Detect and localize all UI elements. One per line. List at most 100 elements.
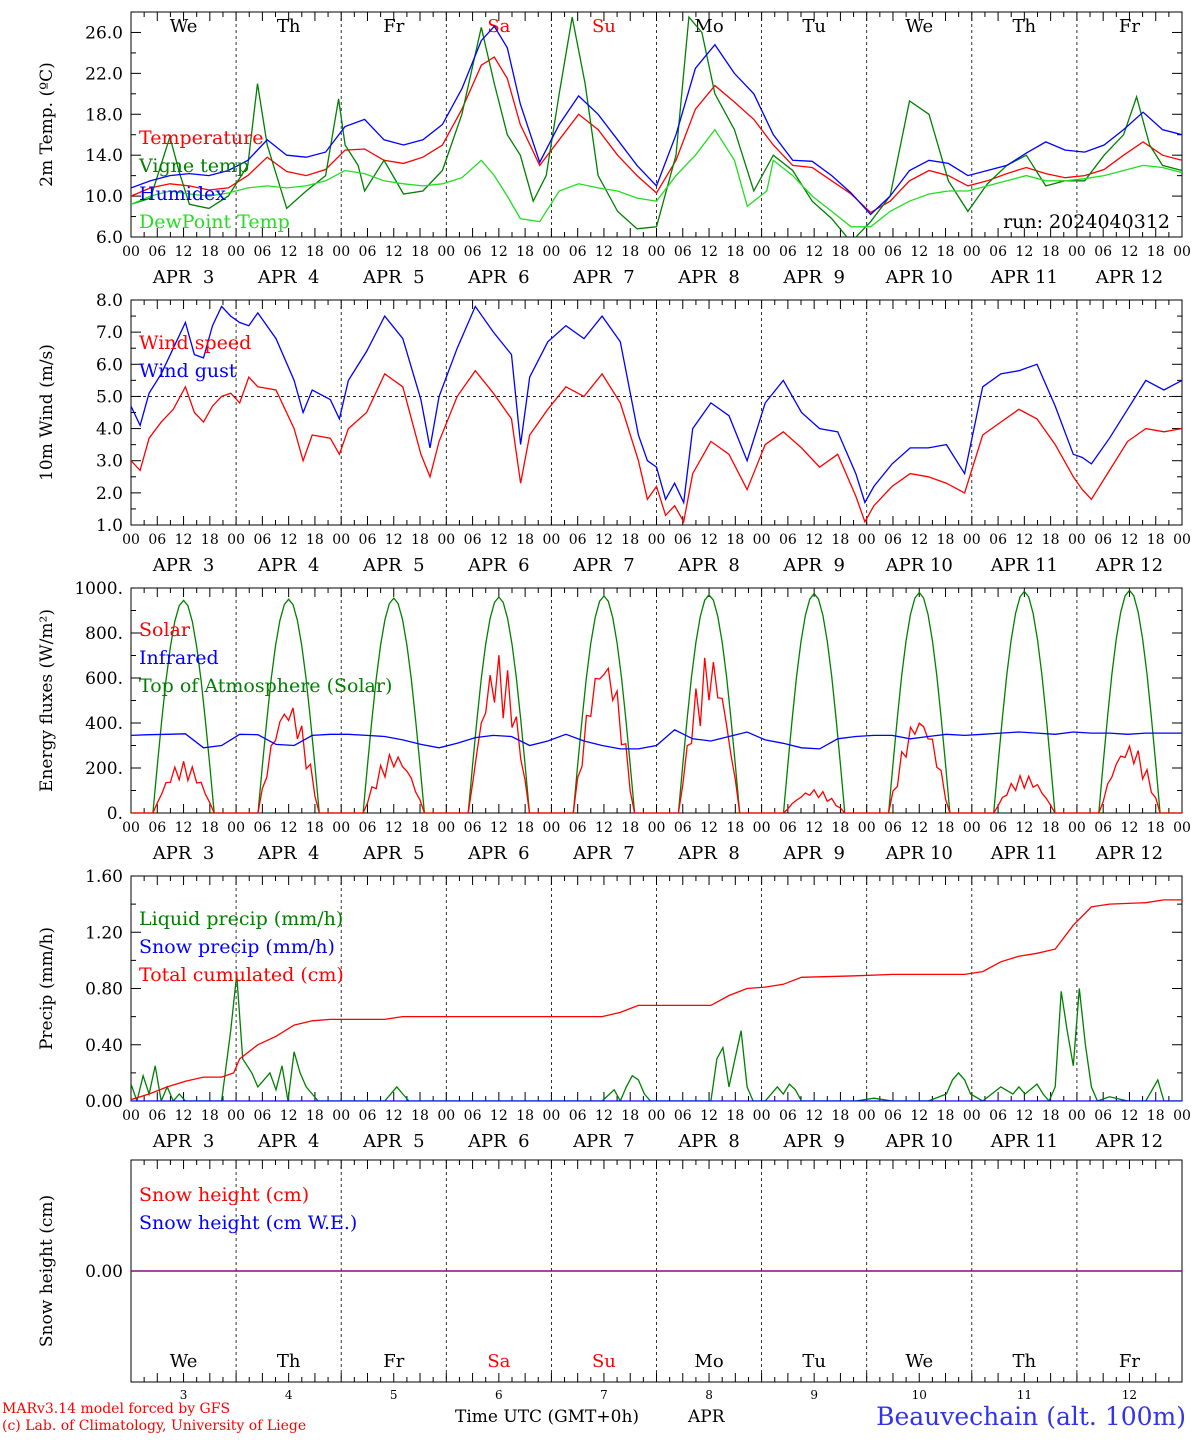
y-tick-label: 800. xyxy=(85,624,123,644)
day-name: Su xyxy=(592,16,616,37)
x-hour-label: 06 xyxy=(884,244,902,260)
x-hour-label: 00 xyxy=(122,820,140,836)
x-hour-label: 18 xyxy=(937,1108,955,1124)
x-hour-label: 12 xyxy=(595,532,613,548)
x-hour-label: 12 xyxy=(910,820,928,836)
day-name: Mo xyxy=(694,16,723,37)
legend-entry: DewPoint Temp xyxy=(139,211,290,233)
series-dewpoint-temp xyxy=(131,128,1182,228)
y-tick-label: 0.40 xyxy=(85,1036,123,1056)
x-date-label: APR 10 xyxy=(885,267,953,288)
series-wind-speed xyxy=(131,369,1182,524)
day-number: 9 xyxy=(810,1388,818,1402)
day-number: 8 xyxy=(705,1388,713,1402)
x-hour-label: 18 xyxy=(1042,532,1060,548)
x-date-label: APR 9 xyxy=(782,267,845,288)
x-date-label: APR 11 xyxy=(990,843,1058,864)
x-hour-label: 06 xyxy=(989,1108,1007,1124)
x-hour-label: 12 xyxy=(280,1108,298,1124)
x-hour-label: 00 xyxy=(963,1108,981,1124)
day-name: We xyxy=(170,1351,198,1372)
x-hour-label: 12 xyxy=(910,1108,928,1124)
x-hour-label: 12 xyxy=(1121,532,1139,548)
x-hour-label: 12 xyxy=(490,244,508,260)
x-date-label: APR 4 xyxy=(257,267,320,288)
day-name: Th xyxy=(1013,16,1037,37)
x-hour-label: 18 xyxy=(832,244,850,260)
y-tick-label: 5.0 xyxy=(96,387,123,407)
x-hour-label: 00 xyxy=(648,244,666,260)
x-hour-label: 00 xyxy=(1068,1108,1086,1124)
x-hour-label: 00 xyxy=(1173,532,1191,548)
x-hour-label: 00 xyxy=(332,244,350,260)
day-name: We xyxy=(170,16,198,37)
x-hour-label: 12 xyxy=(385,532,403,548)
x-hour-label: 18 xyxy=(1042,1108,1060,1124)
x-hour-label: 12 xyxy=(595,244,613,260)
x-hour-label: 12 xyxy=(1015,532,1033,548)
x-hour-label: 00 xyxy=(437,244,455,260)
x-date-label: APR 4 xyxy=(257,555,320,576)
x-hour-label: 00 xyxy=(648,532,666,548)
x-date-label: APR 11 xyxy=(990,1131,1058,1152)
x-hour-label: 12 xyxy=(1121,1108,1139,1124)
day-name: Sa xyxy=(487,16,510,37)
x-hour-label: 00 xyxy=(227,532,245,548)
y-tick-label: 6.0 xyxy=(96,355,123,375)
x-hour-label: 06 xyxy=(1094,820,1112,836)
x-hour-label: 12 xyxy=(700,820,718,836)
x-date-label: APR 12 xyxy=(1095,555,1163,576)
x-hour-label: 06 xyxy=(359,1108,377,1124)
legend-entry: Total cumulated (cm) xyxy=(139,964,344,986)
x-hour-label: 12 xyxy=(175,244,193,260)
day-number: 4 xyxy=(285,1388,293,1402)
x-hour-label: 18 xyxy=(1147,820,1165,836)
y-axis-label: Snow height (cm) xyxy=(37,1195,57,1347)
x-date-label: APR 10 xyxy=(885,843,953,864)
legend-entry: Top of Atmosphere (Solar) xyxy=(139,675,392,697)
x-hour-label: 06 xyxy=(569,532,587,548)
x-hour-label: 12 xyxy=(1015,820,1033,836)
x-hour-label: 06 xyxy=(464,532,482,548)
x-date-label: APR 4 xyxy=(257,843,320,864)
x-hour-label: 06 xyxy=(464,820,482,836)
x-hour-label: 00 xyxy=(753,532,771,548)
y-tick-label: 0.00 xyxy=(85,1092,123,1112)
x-hour-label: 06 xyxy=(569,1108,587,1124)
x-hour-label: 00 xyxy=(542,244,560,260)
y-tick-label: 3.0 xyxy=(96,452,123,472)
day-name: Fr xyxy=(383,16,404,37)
y-tick-label: 10.0 xyxy=(85,187,123,207)
x-hour-label: 18 xyxy=(201,1108,219,1124)
panel-frame xyxy=(130,11,1183,238)
x-hour-label: 06 xyxy=(884,532,902,548)
x-hour-label: 06 xyxy=(779,820,797,836)
x-hour-label: 06 xyxy=(359,244,377,260)
x-hour-label: 18 xyxy=(621,244,639,260)
x-hour-label: 00 xyxy=(753,244,771,260)
x-hour-label: 12 xyxy=(910,532,928,548)
panel-wind: 1.0 2.0 3.0 4.0 5.0 6.0 7.0 8.0 10m Wind (m/s) 00… xyxy=(37,291,1191,576)
panel-precip: 0.00 0.40 0.80 1.20 1.60 Precip (mm/h) 00 06 12 1… xyxy=(37,867,1191,1152)
x-hour-label: 00 xyxy=(332,1108,350,1124)
y-tick-label: 1.60 xyxy=(85,867,123,887)
x-hour-label: 12 xyxy=(175,532,193,548)
x-date-label: APR 12 xyxy=(1095,1131,1163,1152)
x-hour-label: 06 xyxy=(989,820,1007,836)
x-hour-label: 18 xyxy=(937,244,955,260)
x-hour-label: 18 xyxy=(306,1108,324,1124)
x-date-label: APR 8 xyxy=(677,843,740,864)
x-hour-label: 18 xyxy=(621,1108,639,1124)
x-hour-label: 18 xyxy=(726,1108,744,1124)
x-date-label: APR 12 xyxy=(1095,267,1163,288)
day-name: Sa xyxy=(487,1351,510,1372)
x-date-label: APR 6 xyxy=(467,555,530,576)
y-axis-label: 2m Temp. (ºC) xyxy=(37,62,57,187)
x-hour-label: 12 xyxy=(490,532,508,548)
x-hour-label: 18 xyxy=(621,532,639,548)
x-hour-label: 12 xyxy=(805,532,823,548)
x-hour-label: 18 xyxy=(1147,1108,1165,1124)
legend-entry: Liquid precip (mm/h) xyxy=(139,908,343,930)
x-hour-label: 06 xyxy=(779,244,797,260)
